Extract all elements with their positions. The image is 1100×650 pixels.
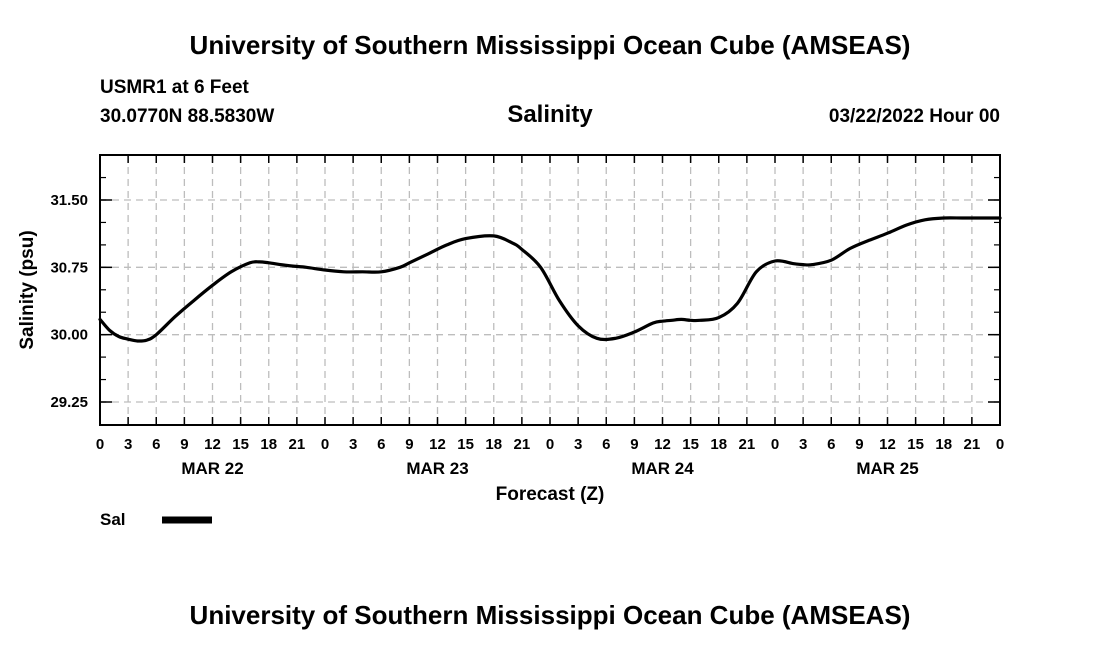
x-tick-label: 9 (405, 436, 413, 453)
x-tick-label: 3 (349, 436, 357, 453)
x-tick-label: 21 (514, 436, 531, 453)
date-label: MAR 23 (406, 459, 468, 478)
x-tick-label: 0 (321, 436, 329, 453)
x-tick-label: 18 (935, 436, 952, 453)
x-tick-label: 15 (232, 436, 249, 453)
x-axis-title: Forecast (Z) (496, 484, 605, 505)
x-tick-label: 6 (827, 436, 835, 453)
x-tick-label: 18 (485, 436, 502, 453)
x-tick-label: 0 (996, 436, 1004, 453)
x-tick-label: 21 (964, 436, 981, 453)
x-tick-label: 9 (855, 436, 863, 453)
x-tick-label: 12 (429, 436, 446, 453)
x-tick-label: 21 (739, 436, 756, 453)
series-layer (98, 216, 1002, 343)
y-tick-label: 30.75 (50, 259, 88, 276)
x-tick-label: 12 (654, 436, 671, 453)
label-layer: 0 3 6 9 12 15 18 21 0 3 6 9 12 15 18 21 0 3 6 9 12 15 18 21 0 3 6 9… (50, 192, 1004, 478)
x-tick-label: 15 (907, 436, 924, 453)
station-label: USMR1 at 6 Feet (100, 77, 249, 98)
y-tick-label: 30.00 (50, 327, 88, 344)
x-tick-label: 9 (180, 436, 188, 453)
series-line-sal (98, 216, 1002, 343)
x-tick-label: 3 (574, 436, 582, 453)
station-coordinates: 30.0770N 88.5830W (100, 106, 275, 127)
x-tick-label: 9 (630, 436, 638, 453)
x-tick-label: 3 (124, 436, 132, 453)
x-tick-label: 15 (682, 436, 699, 453)
plot-frame (99, 154, 1001, 426)
x-tick-label: 15 (457, 436, 474, 453)
y-axis-title: Salinity (psu) (17, 230, 38, 349)
y-tick-label: 29.25 (50, 394, 88, 411)
x-tick-label: 0 (771, 436, 779, 453)
grid-layer (100, 155, 1000, 425)
x-tick-label: 6 (152, 436, 160, 453)
date-label: MAR 25 (856, 459, 918, 478)
legend-label: Sal (100, 510, 126, 529)
date-label: MAR 24 (631, 459, 694, 478)
x-tick-label: 12 (879, 436, 896, 453)
x-tick-label: 6 (377, 436, 385, 453)
x-tick-label: 3 (799, 436, 807, 453)
date-label: MAR 22 (181, 459, 243, 478)
x-tick-label: 21 (289, 436, 306, 453)
x-tick-label: 6 (602, 436, 610, 453)
run-timestamp: 03/22/2022 Hour 00 (828, 106, 1000, 127)
x-tick-label: 12 (204, 436, 221, 453)
x-tick-label: 0 (96, 436, 104, 453)
chart-main-title: University of Southern Mississippi Ocean… (189, 30, 911, 60)
chart-title: Salinity (507, 101, 593, 128)
y-tick-label: 31.50 (50, 192, 88, 209)
x-tick-label: 18 (260, 436, 277, 453)
footer-title: University of Southern Mississippi Ocean… (189, 600, 911, 630)
x-tick-label: 0 (546, 436, 554, 453)
x-tick-label: 18 (710, 436, 727, 453)
